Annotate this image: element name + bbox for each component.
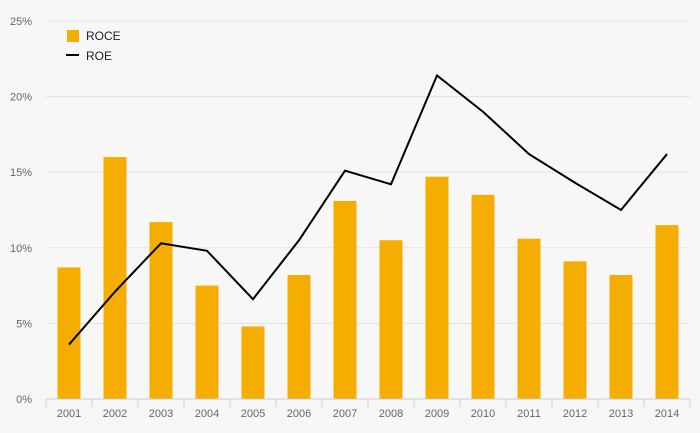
bar-roce	[379, 240, 403, 399]
x-tick-label: 2004	[195, 408, 219, 420]
y-tick-label: 25%	[10, 16, 32, 28]
x-tick-label: 2013	[609, 408, 633, 420]
axis-layer: 0% 5% 10% 15% 20% 25% 2001 2002 2003 2004 2005 2006…	[10, 16, 691, 420]
bar-roce	[333, 200, 357, 399]
y-tick-label: 5%	[16, 318, 32, 330]
x-tick-label: 2014	[655, 408, 679, 420]
y-tick-label: 20%	[10, 92, 32, 104]
bar-roce	[471, 194, 495, 399]
grid-layer	[46, 20, 690, 324]
y-tick-label: 10%	[10, 243, 32, 255]
bar-roce	[517, 238, 541, 399]
bar-roce	[425, 176, 449, 399]
x-tick-label: 2005	[241, 408, 265, 420]
x-tick-label: 2009	[425, 408, 449, 420]
legend-swatch-roce	[67, 30, 79, 42]
x-tick-label: 2012	[563, 408, 587, 420]
bar-roce	[241, 326, 265, 399]
bar-roce	[609, 275, 633, 399]
x-tick-label: 2007	[333, 408, 357, 420]
y-tick-label: 0%	[16, 394, 32, 406]
y-tick-label: 15%	[10, 167, 32, 179]
line-layer	[68, 73, 668, 346]
bar-roce	[103, 157, 127, 399]
x-tick-label: 2006	[287, 408, 311, 420]
bar-roce	[57, 267, 81, 399]
x-tick-label: 2002	[103, 408, 127, 420]
legend-label-roce: ROCE	[86, 29, 121, 43]
bar-roce	[149, 222, 173, 399]
line-roe	[68, 73, 668, 346]
legend-label-roe: ROE	[86, 49, 112, 63]
bar-roce	[287, 275, 311, 399]
bars-layer	[57, 157, 679, 399]
bar-roce	[655, 225, 679, 399]
x-tick-label: 2003	[149, 408, 173, 420]
x-tick-label: 2011	[517, 408, 541, 420]
bar-roce	[563, 261, 587, 399]
bar-roce	[195, 285, 219, 399]
x-tick-label: 2001	[57, 408, 81, 420]
legend: ROCE ROE	[66, 29, 121, 63]
x-tick-label: 2010	[471, 408, 495, 420]
x-tick-label: 2008	[379, 408, 403, 420]
